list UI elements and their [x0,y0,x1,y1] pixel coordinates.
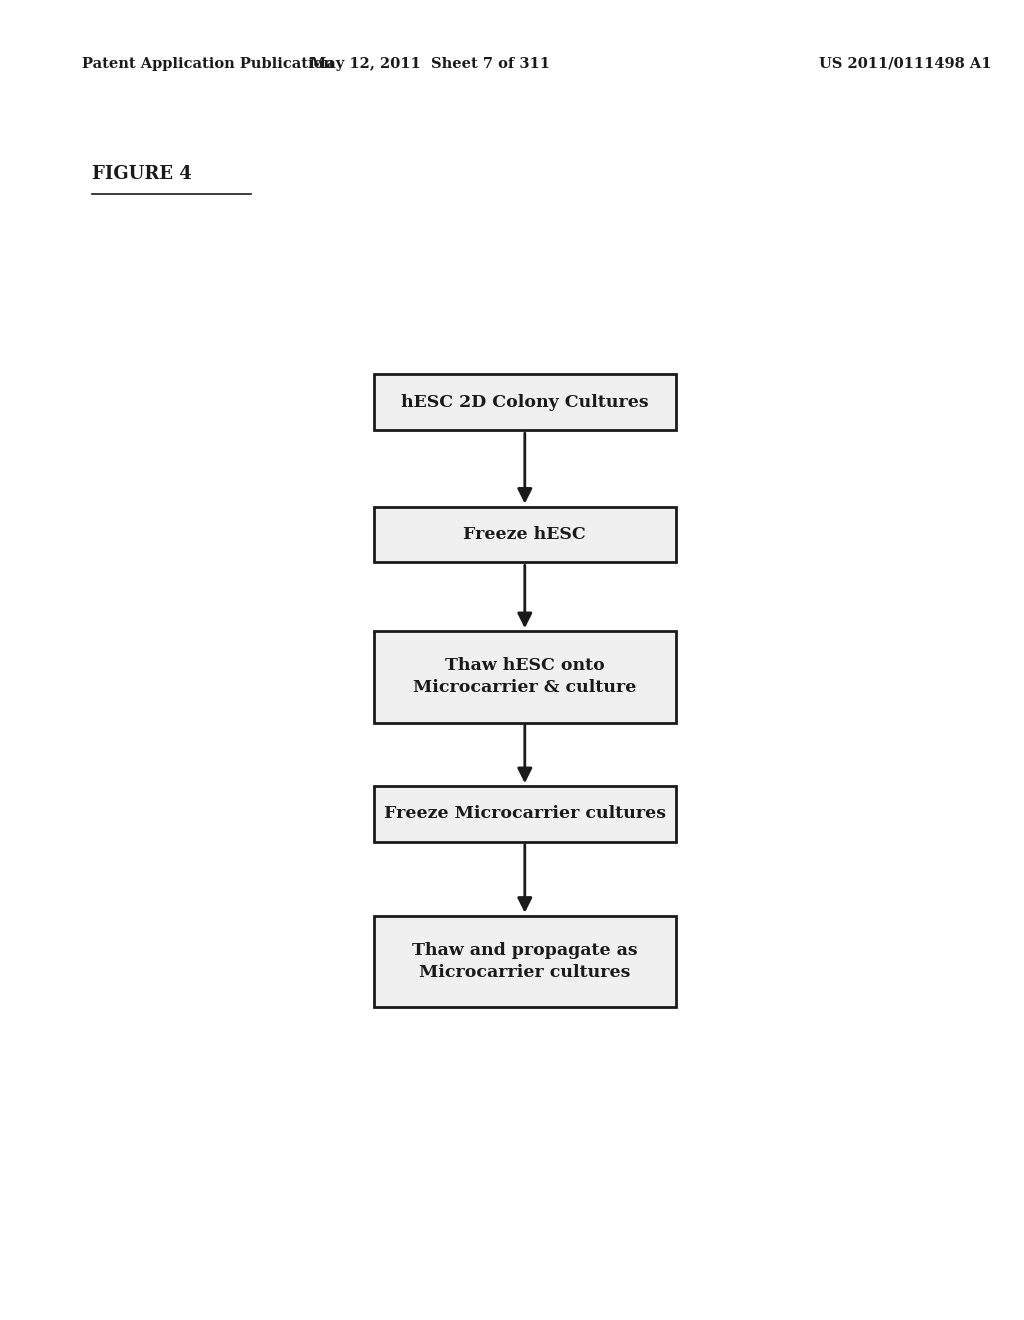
Text: Freeze hESC: Freeze hESC [464,525,586,543]
FancyBboxPatch shape [374,631,676,722]
Text: Patent Application Publication: Patent Application Publication [82,57,334,71]
FancyBboxPatch shape [374,916,676,1007]
Text: Thaw hESC onto
Microcarrier & culture: Thaw hESC onto Microcarrier & culture [413,657,637,697]
Text: FIGURE 4: FIGURE 4 [92,165,191,183]
Text: hESC 2D Colony Cultures: hESC 2D Colony Cultures [401,393,648,411]
FancyBboxPatch shape [374,375,676,430]
Text: Thaw and propagate as
Microcarrier cultures: Thaw and propagate as Microcarrier cultu… [412,941,638,981]
FancyBboxPatch shape [374,507,676,562]
Text: May 12, 2011  Sheet 7 of 311: May 12, 2011 Sheet 7 of 311 [310,57,550,71]
Text: US 2011/0111498 A1: US 2011/0111498 A1 [819,57,991,71]
Text: Freeze Microcarrier cultures: Freeze Microcarrier cultures [384,805,666,822]
FancyBboxPatch shape [374,785,676,842]
